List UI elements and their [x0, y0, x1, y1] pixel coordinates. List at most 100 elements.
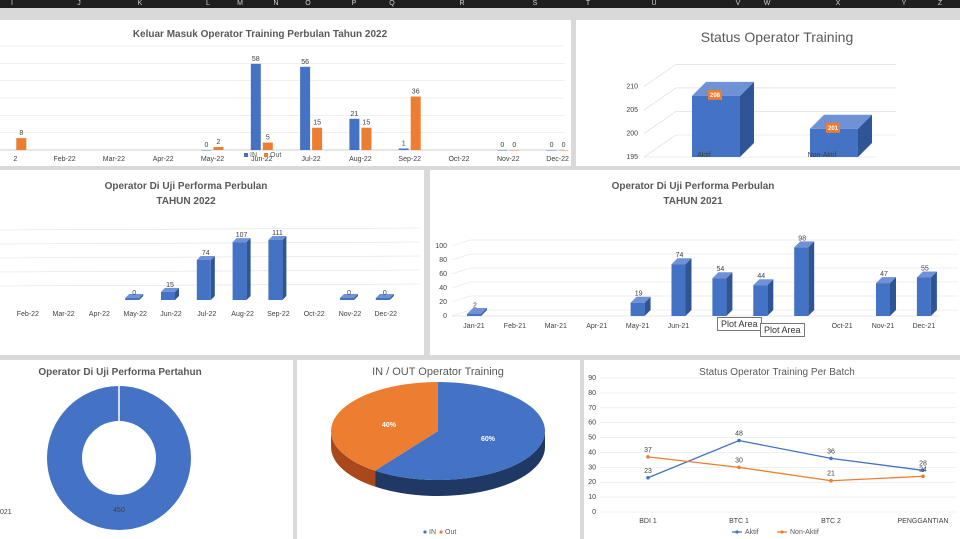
x-tick-label: May-21: [626, 323, 649, 330]
x-tick-label: Mar-22: [53, 311, 75, 318]
bar-in: [349, 118, 360, 150]
chart-title: Operator Di Uji Performa Perbulan: [105, 181, 268, 192]
x-tick-label: Aug-22: [349, 156, 372, 163]
column-header-o[interactable]: O: [305, 0, 311, 7]
x-tick-label: Oct-21: [832, 323, 853, 330]
x-tick-label: Sep-22: [267, 311, 290, 318]
column-header-t[interactable]: T: [585, 0, 591, 7]
chart-panel-uji-2022[interactable]: Operator Di Uji Performa Perbulan TAHUN …: [0, 170, 424, 355]
column-header-k[interactable]: K: [137, 0, 143, 7]
column-header-j[interactable]: J: [77, 0, 81, 7]
data-label: 23: [644, 468, 652, 475]
gridline-floor: [643, 111, 677, 134]
y-tick-label: 50: [588, 435, 596, 442]
bar-out: [410, 96, 421, 150]
bar-side: [726, 272, 733, 316]
bar-side: [282, 236, 287, 300]
bar-top: [268, 236, 287, 240]
legend-label: IN: [429, 529, 436, 536]
y-tick-label: 70: [588, 405, 596, 412]
y-tick-label: 195: [626, 154, 638, 161]
chart-subtitle: TAHUN 2021: [663, 196, 723, 207]
x-tick-label: Dec-22: [546, 156, 569, 163]
data-label: 56: [301, 59, 309, 66]
x-tick-label: Dec-21: [913, 323, 936, 330]
plot-area-tooltip: Plot Area: [760, 323, 805, 337]
y-tick-label: 60: [439, 271, 447, 278]
bar-side: [354, 294, 358, 300]
data-label: 0: [132, 290, 136, 297]
x-tick-label: Nov-22: [497, 156, 520, 163]
bar: [196, 256, 215, 300]
chart-keluar-masuk-svg[interactable]: Keluar Masuk Operator Training Perbulan …: [0, 20, 571, 166]
chart-uji-pertahun-svg[interactable]: Operator Di Uji Performa Pertahun 450 021: [0, 360, 293, 539]
data-label: 37: [644, 447, 652, 454]
data-label: 44: [757, 273, 765, 280]
x-tick-label: Jul-22: [197, 311, 216, 318]
column-header-v[interactable]: V: [735, 0, 741, 7]
bar: [268, 236, 287, 300]
bar: [232, 238, 251, 300]
chart-panel-uji-2021[interactable]: Operator Di Uji Performa Perbulan TAHUN …: [430, 170, 960, 355]
chart-panel-uji-pertahun[interactable]: Operator Di Uji Performa Pertahun 450 021: [0, 360, 293, 539]
x-tick-label: Apr-22: [153, 156, 174, 163]
legend-swatch-out: [439, 530, 443, 534]
bar: [375, 294, 394, 300]
plot-area-tooltip: Plot Area: [717, 317, 762, 331]
x-tick-label: May-22: [201, 156, 224, 163]
data-label: 5: [266, 135, 270, 142]
chart-uji-2021-svg[interactable]: Operator Di Uji Performa Perbulan TAHUN …: [430, 170, 960, 355]
bar-in: [398, 148, 409, 150]
column-header-u[interactable]: U: [651, 0, 657, 7]
x-tick-label: Apr-21: [586, 323, 607, 330]
bar-aktif-side: [740, 81, 754, 157]
chart-panel-in-out[interactable]: IN / OUT Operator Training 60% 40% IN Out: [297, 360, 580, 539]
gridline-floor: [451, 239, 471, 247]
data-label: 15: [313, 120, 321, 127]
x-tick-label: BDI 1: [639, 518, 657, 525]
data-label: 208: [710, 93, 721, 99]
chart-panel-status-operator[interactable]: Status Operator Training 195 200 205 210 208…: [576, 20, 960, 166]
column-header-l[interactable]: L: [206, 0, 210, 7]
bar-side: [210, 256, 215, 300]
gridline-floor: [451, 281, 471, 289]
column-header-w[interactable]: W: [763, 0, 771, 7]
data-label: 111: [272, 230, 283, 237]
bar-non-aktif-front: [810, 128, 858, 157]
x-tick-label: Jun-22: [251, 156, 273, 163]
bar: [876, 277, 896, 316]
data-label: 36: [827, 448, 835, 455]
column-header-p[interactable]: P: [351, 0, 357, 7]
x-tick-label: Jun-22: [160, 311, 182, 318]
chart-status-operator-svg[interactable]: Status Operator Training 195 200 205 210 208…: [576, 20, 960, 166]
column-header-s[interactable]: S: [532, 0, 538, 7]
data-label: 2: [473, 303, 477, 310]
column-header-y[interactable]: Y: [901, 0, 907, 7]
data-label-box: [826, 122, 840, 133]
chart-uji-2022-svg[interactable]: Operator Di Uji Performa Perbulan TAHUN …: [0, 170, 424, 355]
x-tick-label: Nov-21: [872, 323, 895, 330]
column-header-x[interactable]: X: [835, 0, 841, 7]
data-label: 19: [635, 291, 643, 298]
bar-front: [794, 247, 809, 316]
legend-label: Out: [445, 529, 456, 536]
chart-per-batch-svg[interactable]: Status Operator Training Per Batch 0 10 20…: [584, 360, 960, 539]
bar-top: [753, 279, 774, 286]
column-header-r[interactable]: R: [459, 0, 465, 7]
column-header-n[interactable]: N: [273, 0, 279, 7]
chart-panel-keluar-masuk[interactable]: Keluar Masuk Operator Training Perbulan …: [0, 20, 571, 166]
column-header-q[interactable]: Q: [389, 0, 395, 7]
column-header-z[interactable]: Z: [937, 0, 943, 7]
column-header-m[interactable]: M: [237, 0, 243, 7]
bar-top: [467, 308, 487, 314]
data-label: 24: [919, 466, 927, 473]
bar-side: [930, 271, 937, 316]
bar: [467, 308, 487, 316]
legend-label: Aktif: [745, 529, 759, 536]
chart-panel-per-batch[interactable]: Status Operator Training Per Batch 0 10 20…: [584, 360, 960, 539]
bar-front: [161, 291, 175, 300]
chart-in-out-svg[interactable]: IN / OUT Operator Training 60% 40% IN Out: [297, 360, 580, 539]
y-tick-label: 205: [626, 107, 638, 114]
column-header-i[interactable]: I: [11, 0, 13, 7]
bar-top: [161, 287, 179, 292]
